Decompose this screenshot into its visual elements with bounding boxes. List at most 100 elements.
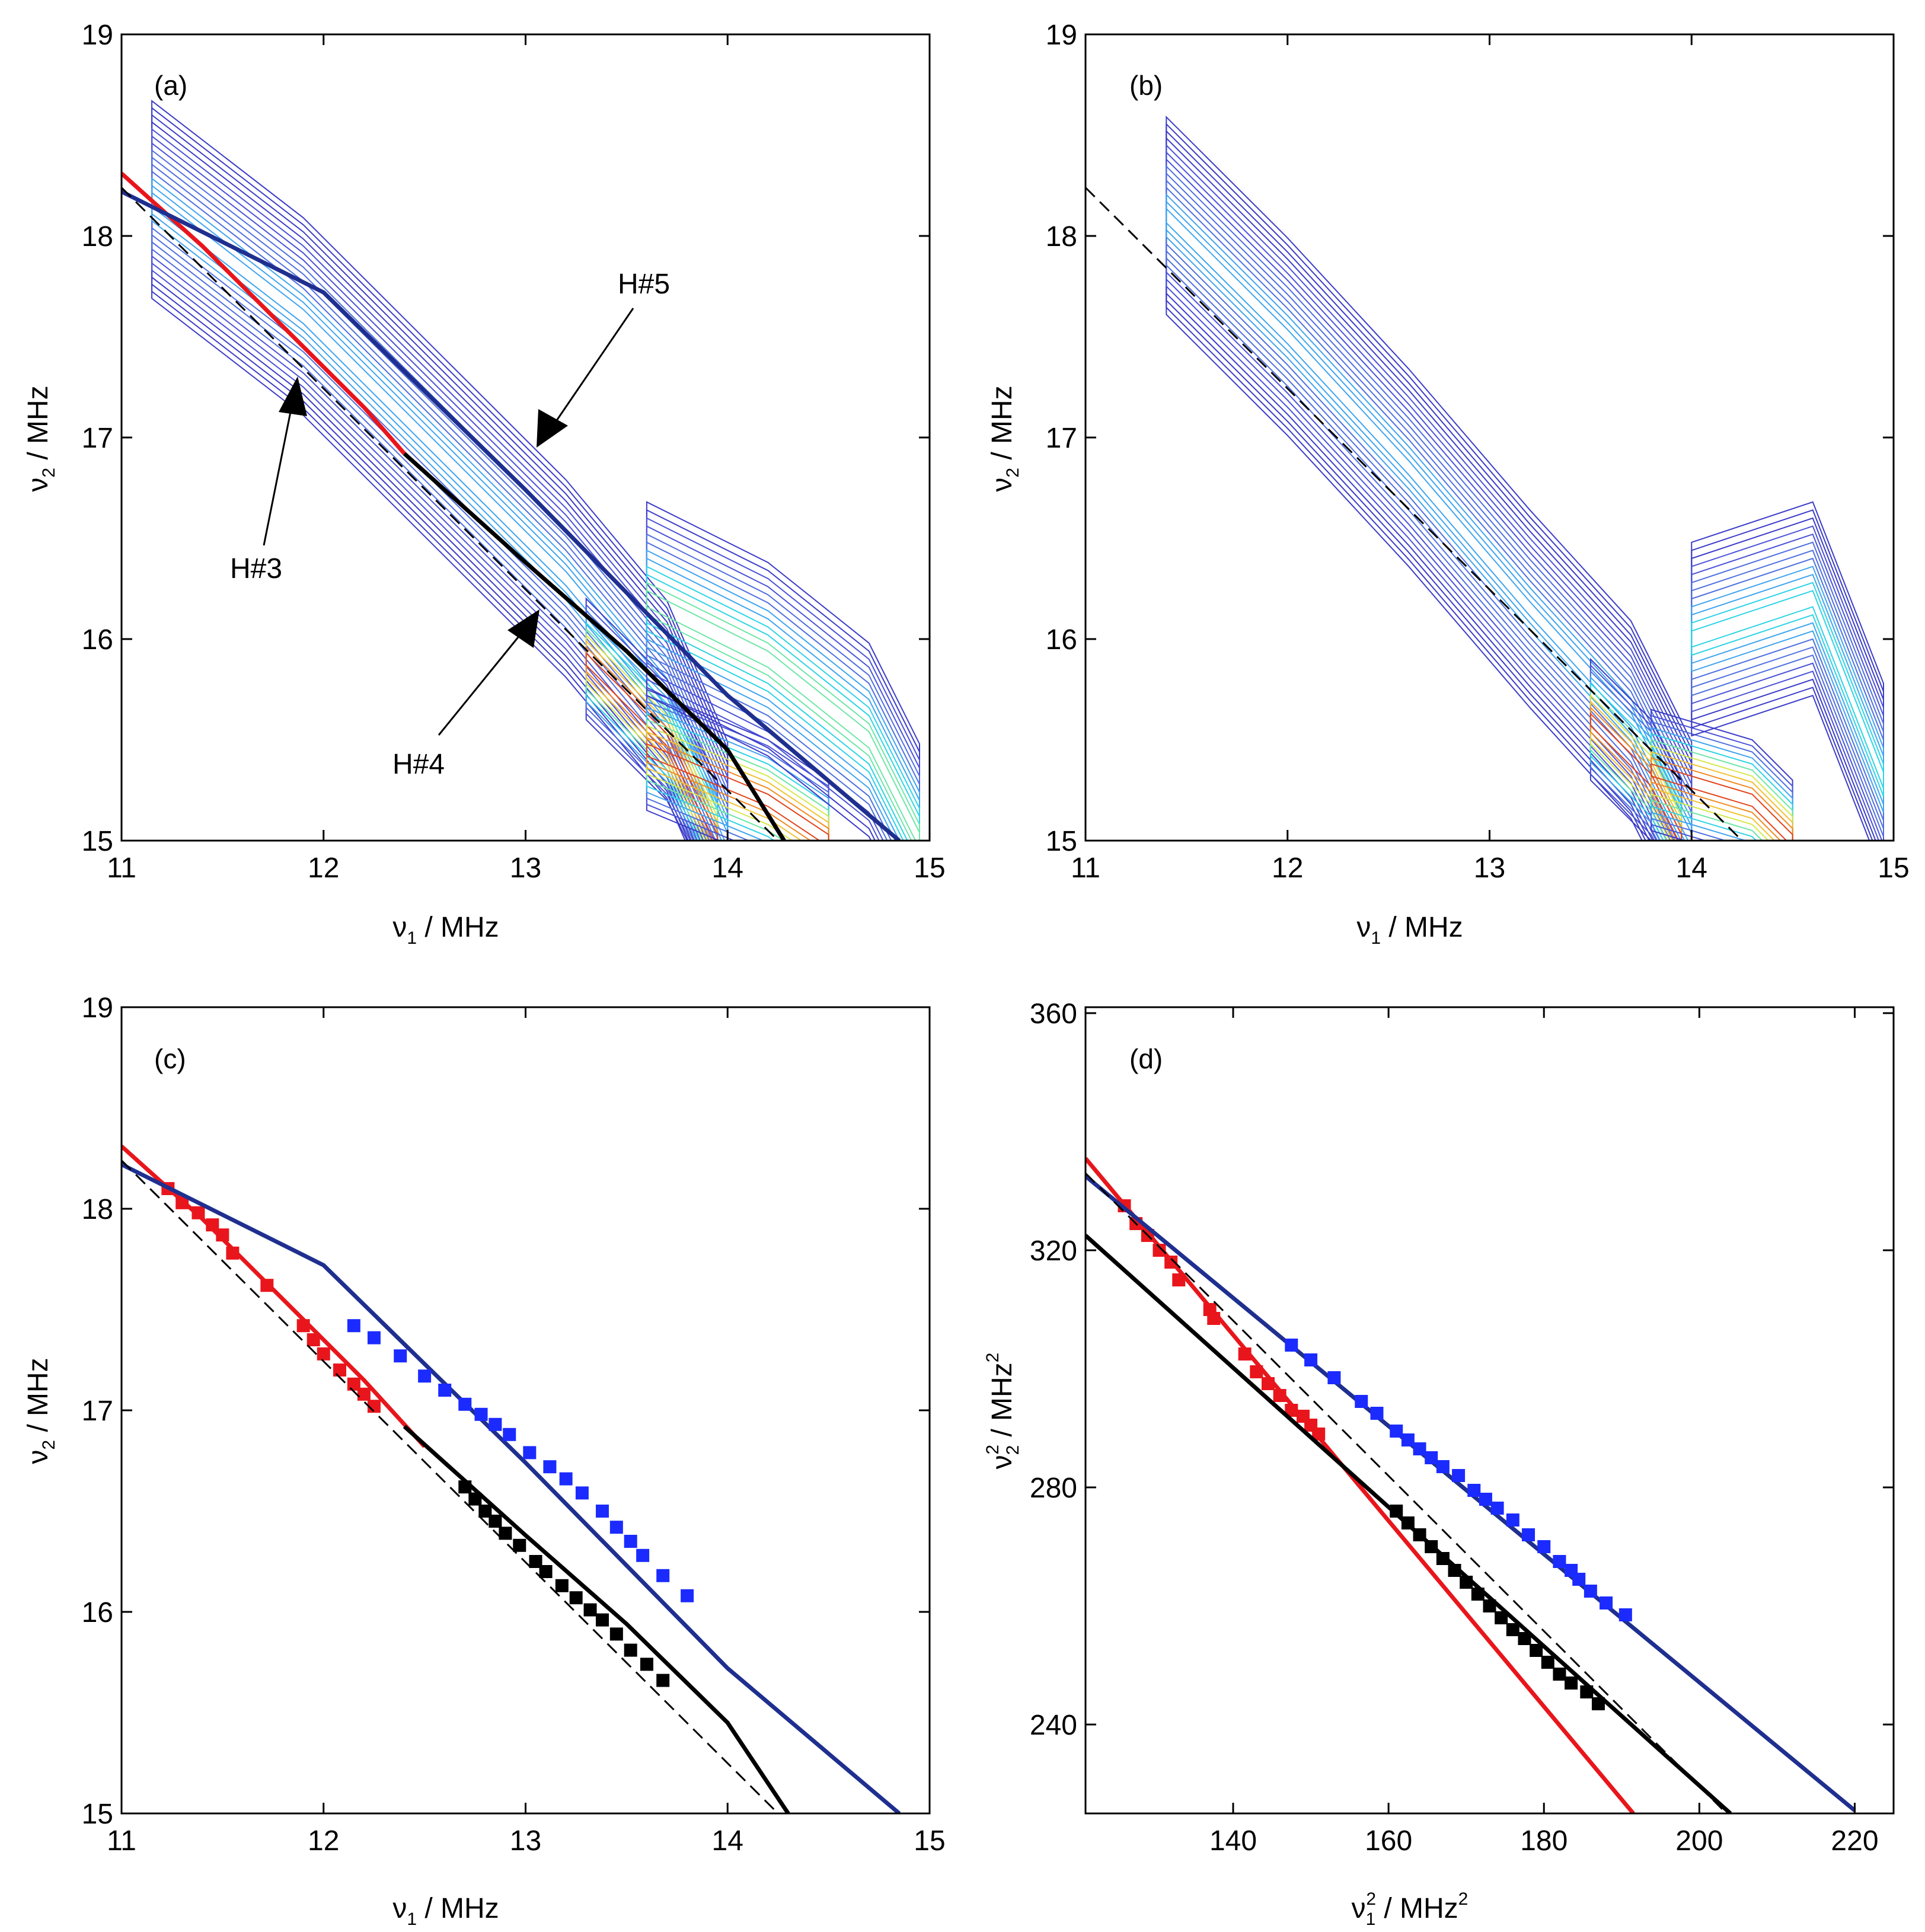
data-point-h-5 [681,1589,694,1602]
data-point-h-5 [1490,1502,1504,1515]
x-tick-label: 11 [1071,852,1100,884]
contour-line [1166,136,1693,841]
contour-line [646,501,920,841]
contour-line [1166,165,1693,841]
contour-line [646,573,920,841]
contour-line [1691,550,1884,829]
data-point-h-5 [1425,1451,1438,1464]
contour-line [1691,573,1884,805]
data-point-h-5 [559,1472,573,1486]
contour-line [1691,582,1884,797]
panel-b-ylabel: ν2 / MHz [987,385,1023,491]
data-point-h-4 [1495,1611,1508,1624]
y-tick-label: 240 [1030,1710,1077,1741]
data-point-h-3 [1172,1273,1186,1286]
data-point-h-3 [1164,1256,1178,1269]
contour-line [1691,590,1884,788]
data-point-h-4 [1401,1516,1415,1529]
data-point-h-4 [569,1591,583,1605]
data-point-h-3 [206,1218,219,1232]
contour-line [151,127,729,841]
contour-line [646,694,829,841]
data-point-h-4 [478,1505,492,1518]
contour-line [1166,193,1693,841]
data-point-h-5 [1584,1585,1597,1598]
contour-line [646,724,829,841]
contour-line [646,730,829,841]
panel-d-axes: 140 160 180 200 220 240 280 320 360 [1030,998,1895,1857]
x-tick-label: 12 [308,852,339,884]
contour-line [1691,533,1884,841]
data-point-h-5 [624,1535,637,1548]
data-point-h-4 [624,1643,637,1657]
contour-line [151,177,729,841]
fit-line-h-5-fit [122,190,901,841]
annotation-h5: H#5 [618,269,670,300]
data-point-h-5 [543,1460,557,1474]
contour-line [1651,757,1793,841]
x-tick-label: 220 [1831,1825,1878,1857]
fit-line-h-4-fit [403,452,786,841]
contour-line [585,603,719,841]
panel-c-xlabel: ν1 / MHz [392,1893,499,1929]
contour-line [1166,172,1693,841]
y-tick-label: 320 [1030,1235,1077,1267]
fit-line-h-5 [122,1163,901,1813]
data-point-h-4 [1483,1599,1496,1612]
contour-line [646,743,829,841]
data-point-h-5 [1390,1425,1403,1438]
data-point-h-5 [438,1384,452,1397]
data-point-h-3 [1238,1347,1252,1361]
y-tick-label: 17 [1046,423,1077,454]
x-tick-label: 11 [107,1825,136,1857]
contour-line [646,525,920,841]
contour-line [1166,122,1693,841]
annotation-arrows [263,308,634,736]
data-point-h-5 [656,1569,670,1582]
data-point-h-4 [1413,1528,1426,1541]
x-tick-label: 13 [1474,852,1505,884]
arrow-h3-shaft [263,405,293,546]
diagonal-reference-line [1086,187,1743,841]
panel-a-fit-curves [122,171,901,841]
data-point-h-5 [1600,1596,1613,1610]
diagonal-reference-line [122,187,779,841]
data-point-h-4 [529,1555,542,1568]
data-point-h-4 [1553,1668,1566,1681]
data-point-h-5 [523,1446,537,1460]
plot-frame [120,33,931,842]
data-point-h-5 [609,1521,623,1534]
panel-c-fit-curves [122,1144,901,1813]
data-point-h-3 [216,1228,229,1242]
contour-line [646,718,829,841]
annotation-h3: H#3 [230,553,282,585]
data-point-h-5 [503,1428,516,1441]
y-tick-label: 18 [82,1194,113,1225]
data-point-h-3 [175,1196,189,1209]
x-tick-label: 12 [308,1825,339,1857]
contour-line [151,191,729,841]
panel-c-axes: 11 12 13 14 15 15 16 17 18 19 [82,992,946,1857]
data-point-h-4 [640,1658,653,1671]
data-point-h-4 [583,1603,597,1617]
x-tick-label: 14 [1676,852,1707,884]
contour-line [1691,541,1884,837]
panel-c: 11 12 13 14 15 15 16 17 18 19 (c) [82,992,946,1857]
data-point-h-3 [1285,1404,1298,1417]
panel-c-ylabel: ν2 / MHz [23,1358,59,1464]
data-point-h-4 [1530,1644,1543,1657]
contour-line [151,142,729,841]
data-point-h-4 [1591,1697,1605,1710]
data-point-h-4 [539,1565,553,1578]
y-tick-label: 19 [82,992,113,1024]
data-point-h-5 [1467,1484,1481,1497]
data-point-h-4 [513,1538,526,1552]
plot-frame [1084,1006,1895,1815]
x-tick-label: 140 [1209,1825,1257,1857]
panel-d-tag: (d) [1129,1043,1163,1074]
data-point-h-5 [1401,1433,1415,1446]
contour-line [151,100,729,841]
panel-a: 11 12 13 14 15 15 16 17 18 19 (a) H#5 H#3 H#4 [82,20,946,884]
arrow-h4-shaft [438,631,524,736]
panel-d-xlabel: ν12 / MHz2 [1352,1889,1469,1929]
